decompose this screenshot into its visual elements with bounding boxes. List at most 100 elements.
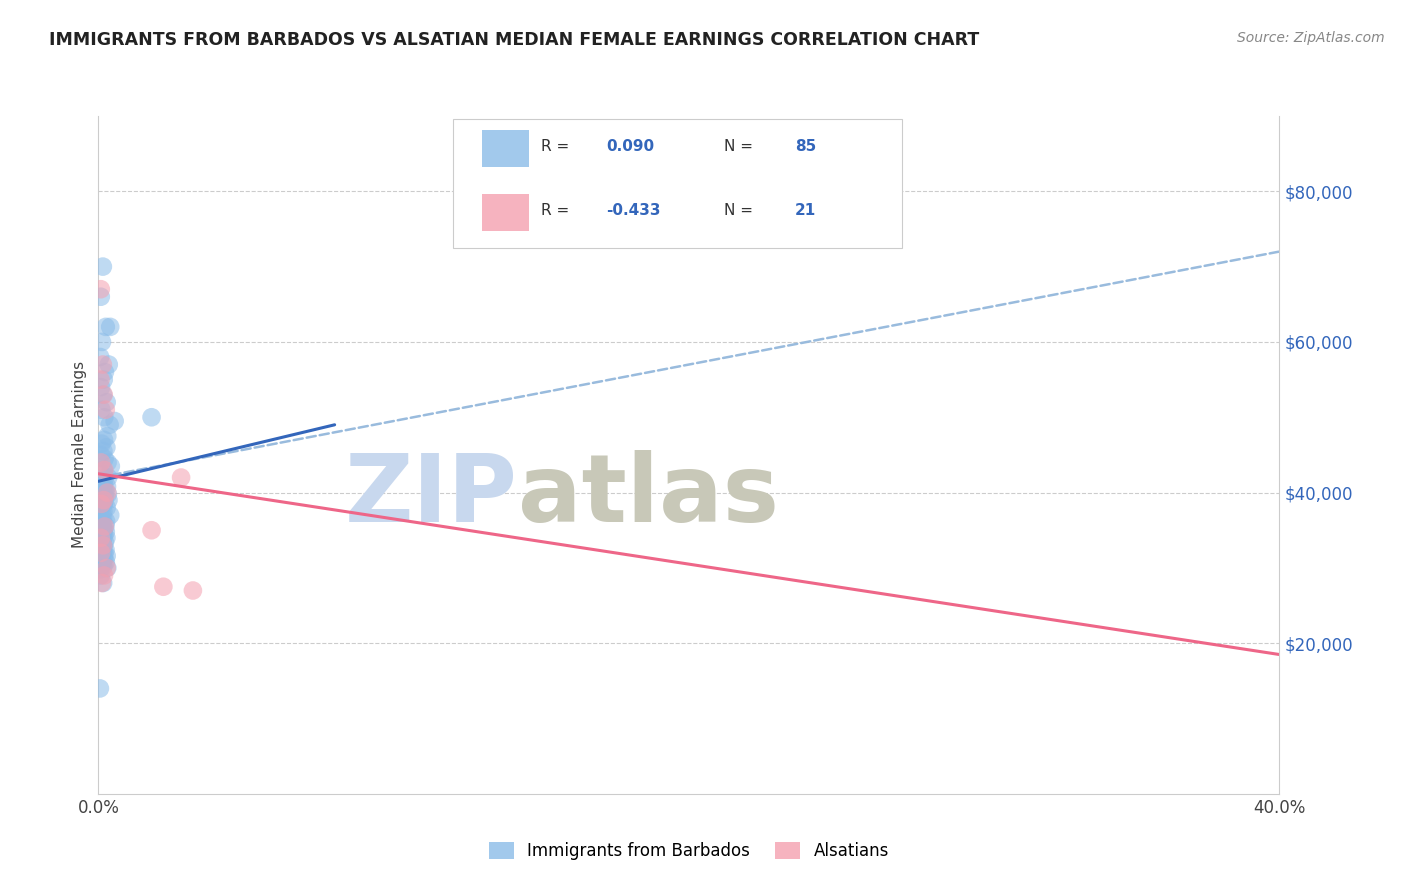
Point <box>90 546 112 560</box>
Text: N =: N = <box>724 139 758 154</box>
Point <box>90 528 112 542</box>
Point <box>94 542 117 557</box>
Point <box>94 402 117 417</box>
Point <box>91 526 114 541</box>
Text: atlas: atlas <box>517 450 779 541</box>
Text: N =: N = <box>724 203 758 219</box>
Point <box>89 553 111 567</box>
Point <box>93 490 115 504</box>
Point <box>98 508 121 523</box>
Point <box>91 520 114 534</box>
Point <box>90 550 112 565</box>
Point <box>94 514 117 528</box>
Text: 0.090: 0.090 <box>606 139 654 154</box>
Point <box>93 444 115 458</box>
Text: R =: R = <box>541 139 575 154</box>
Point <box>94 365 117 379</box>
Point <box>94 485 117 500</box>
Point <box>93 433 115 447</box>
Point <box>90 533 112 548</box>
FancyBboxPatch shape <box>482 194 530 231</box>
Point <box>93 494 115 508</box>
Point <box>94 319 117 334</box>
Point <box>94 518 117 533</box>
Point <box>89 522 111 536</box>
Point <box>96 485 118 500</box>
Point <box>98 319 121 334</box>
Point <box>93 568 115 582</box>
Point <box>93 529 115 543</box>
Point <box>90 497 112 511</box>
Point <box>96 561 118 575</box>
Point <box>97 358 120 372</box>
Point <box>91 516 114 530</box>
Point <box>89 350 111 364</box>
Text: IMMIGRANTS FROM BARBADOS VS ALSATIAN MEDIAN FEMALE EARNINGS CORRELATION CHART: IMMIGRANTS FROM BARBADOS VS ALSATIAN MED… <box>49 31 980 49</box>
Point <box>90 282 112 296</box>
Point <box>93 523 115 537</box>
Point <box>90 546 112 560</box>
Point <box>90 455 112 469</box>
Text: 85: 85 <box>796 139 817 154</box>
Point <box>93 559 115 574</box>
Point <box>96 561 118 575</box>
Point <box>152 580 174 594</box>
Point <box>90 511 112 525</box>
Point <box>90 402 112 417</box>
Point <box>96 479 118 493</box>
Point <box>96 549 118 563</box>
Point <box>89 538 111 552</box>
Point <box>97 455 120 469</box>
Point <box>93 478 115 492</box>
Point <box>90 558 112 572</box>
Point <box>141 410 163 425</box>
Point <box>94 524 117 539</box>
Point <box>94 470 117 484</box>
Point <box>90 436 112 450</box>
Point <box>96 500 118 515</box>
Point <box>89 373 111 387</box>
Legend: Immigrants from Barbados, Alsatians: Immigrants from Barbados, Alsatians <box>482 836 896 867</box>
Point <box>91 576 114 591</box>
Point <box>90 475 112 489</box>
Point <box>96 429 118 443</box>
Point <box>96 441 118 455</box>
Point <box>93 540 115 554</box>
Point <box>91 334 114 349</box>
Point <box>98 417 121 432</box>
Point <box>97 470 120 484</box>
Point <box>91 358 114 372</box>
Point <box>91 537 114 551</box>
Point <box>90 531 112 545</box>
Point <box>181 583 204 598</box>
Text: 21: 21 <box>796 203 817 219</box>
Point <box>90 467 112 481</box>
Point <box>91 483 114 497</box>
Point <box>93 387 115 401</box>
Point <box>93 451 115 466</box>
Point <box>89 681 111 696</box>
Point <box>89 517 111 532</box>
Text: Source: ZipAtlas.com: Source: ZipAtlas.com <box>1237 31 1385 45</box>
Y-axis label: Median Female Earnings: Median Female Earnings <box>72 361 87 549</box>
Point <box>90 290 112 304</box>
Point <box>93 547 115 561</box>
Point <box>97 493 120 508</box>
Point <box>90 496 112 510</box>
Point <box>91 533 114 547</box>
Text: ZIP: ZIP <box>344 450 517 541</box>
Point <box>90 489 112 503</box>
Point <box>97 487 120 501</box>
Point <box>100 459 122 474</box>
Point <box>94 555 117 569</box>
Point <box>90 568 112 582</box>
Point <box>93 498 115 512</box>
Point <box>91 576 114 591</box>
FancyBboxPatch shape <box>482 129 530 167</box>
Point <box>91 387 114 401</box>
Point <box>91 509 114 524</box>
Point <box>93 463 115 477</box>
Point <box>170 470 193 484</box>
Point <box>93 519 115 533</box>
Point <box>91 538 114 552</box>
